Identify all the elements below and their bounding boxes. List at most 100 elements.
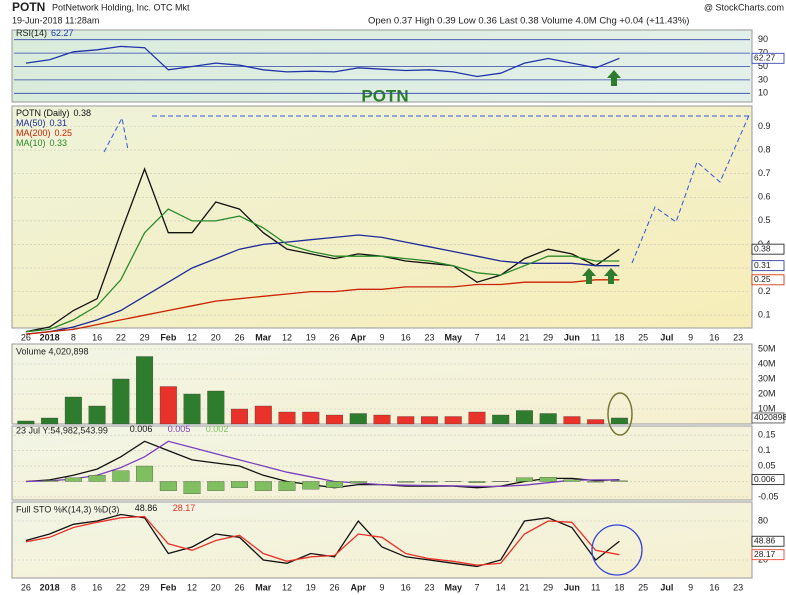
x-tick-label: 23 xyxy=(733,582,743,592)
x-tick-label: 12 xyxy=(187,332,197,342)
x-tick-label: 16 xyxy=(401,332,411,342)
panel-title: Volume 4,020,898 xyxy=(16,346,89,356)
y-tick-label: 0.8 xyxy=(758,144,771,154)
bar xyxy=(492,414,510,425)
drawn-projection xyxy=(631,112,751,264)
end-label: 62.27 xyxy=(754,53,776,63)
end-label-box xyxy=(751,260,785,272)
y-tick-label: 0.1 xyxy=(758,310,771,320)
bar xyxy=(373,414,391,425)
bar xyxy=(587,481,605,483)
y-tick-label: 0.6 xyxy=(758,192,771,202)
x-tick-label: 21 xyxy=(519,582,529,592)
x-tick-label: 29 xyxy=(543,582,553,592)
x-tick-label: 16 xyxy=(709,582,719,592)
x-tick-label: 26 xyxy=(21,332,31,342)
end-label-box xyxy=(751,274,785,286)
bar xyxy=(64,477,82,482)
y-tick-label: 0.15 xyxy=(758,430,776,440)
volume-panel xyxy=(11,343,753,425)
bar xyxy=(88,475,106,482)
series-line xyxy=(25,515,620,566)
x-tick-label: 14 xyxy=(496,332,506,342)
highlight-ellipse xyxy=(607,392,633,436)
x-tick-label: 9 xyxy=(688,332,693,342)
legend-value: 0.31 xyxy=(50,118,68,128)
y-tick-label: 10 xyxy=(758,88,768,98)
x-tick-label: 7 xyxy=(474,582,479,592)
bar xyxy=(563,416,581,425)
y-tick-label: 0.1 xyxy=(758,445,771,455)
bar xyxy=(397,481,415,483)
legend-value: 0.38 xyxy=(74,108,92,118)
legend-entry: 0.005 xyxy=(168,424,191,434)
x-tick-label: 19 xyxy=(306,582,316,592)
end-label-box xyxy=(751,474,785,486)
legend-entry: RSI(14) 62.27 xyxy=(16,28,74,38)
marks: 26 2018 8 16 22 29 Feb 12 20 26 Mar 12 19 26 Apr 9 16 23 M… xyxy=(14,28,786,592)
x-tick-label: 23 xyxy=(733,332,743,342)
series-line xyxy=(25,208,620,333)
arrow xyxy=(604,268,618,284)
x-tick-label: 25 xyxy=(638,582,648,592)
bar xyxy=(136,465,154,482)
x-tick-label: 20 xyxy=(211,332,221,342)
bar xyxy=(254,481,272,491)
annotation: POTN xyxy=(361,86,408,105)
panel-title: Full STO %K(14,3) %D(3) xyxy=(16,504,119,514)
bar xyxy=(231,408,249,425)
x-tick-label: 14 xyxy=(496,582,506,592)
x-tick-label: Feb xyxy=(160,332,177,342)
bar xyxy=(515,410,533,425)
x-tick-label: Apr xyxy=(351,582,367,592)
series-line xyxy=(25,513,620,568)
end-label-box xyxy=(751,243,785,255)
x-tick-label: Jul xyxy=(660,332,673,342)
x-tick-label: 22 xyxy=(116,582,126,592)
x-tick-label: 11 xyxy=(591,332,600,342)
bar xyxy=(231,481,249,488)
bar xyxy=(41,417,59,425)
y-tick-label: 40M xyxy=(758,358,776,368)
end-label: 0.006 xyxy=(754,474,776,484)
legend-value: 28.17 xyxy=(173,503,196,513)
bar xyxy=(183,393,201,425)
y-tick-label: 20M xyxy=(758,388,776,398)
bar xyxy=(468,481,486,483)
y-tick-label: 0.5 xyxy=(758,215,771,225)
x-tick-label: Jun xyxy=(564,582,580,592)
rsi-panel xyxy=(11,29,753,103)
x-tick-label: May xyxy=(444,582,462,592)
bar xyxy=(563,479,581,482)
bar xyxy=(349,413,367,425)
arrow xyxy=(607,70,621,86)
end-label: 4020898 xyxy=(754,412,786,422)
x-tick-label: Mar xyxy=(255,582,272,592)
x-tick-label: 26 xyxy=(21,582,31,592)
x-tick-label: 29 xyxy=(140,332,150,342)
quote: Open 0.37 High 0.39 Low 0.36 Last 0.38 V… xyxy=(368,16,689,27)
legend-name: MA(10) xyxy=(16,138,46,148)
y-tick-label: 0.7 xyxy=(758,168,771,178)
x-tick-label: May xyxy=(444,332,462,342)
x-tick-label: Jul xyxy=(660,582,673,592)
bar xyxy=(397,416,415,425)
bar xyxy=(207,390,225,425)
end-label-box xyxy=(751,535,785,547)
bar xyxy=(41,480,59,482)
symbol: POTN xyxy=(12,0,45,14)
end-label: 48.86 xyxy=(754,535,776,545)
bar xyxy=(254,405,272,425)
legend-entry: POTN (Daily) 0.38 xyxy=(16,108,91,118)
bar xyxy=(64,396,82,425)
legend-value: 0.25 xyxy=(55,128,73,138)
legend-entry: MA(10) 0.33 xyxy=(16,138,67,148)
bar xyxy=(278,481,296,491)
y-tick-label: 30 xyxy=(758,74,768,84)
bar xyxy=(88,405,106,425)
series-line xyxy=(25,167,620,333)
legend-value: 0.33 xyxy=(50,138,68,148)
x-tick-label: 26 xyxy=(235,332,245,342)
